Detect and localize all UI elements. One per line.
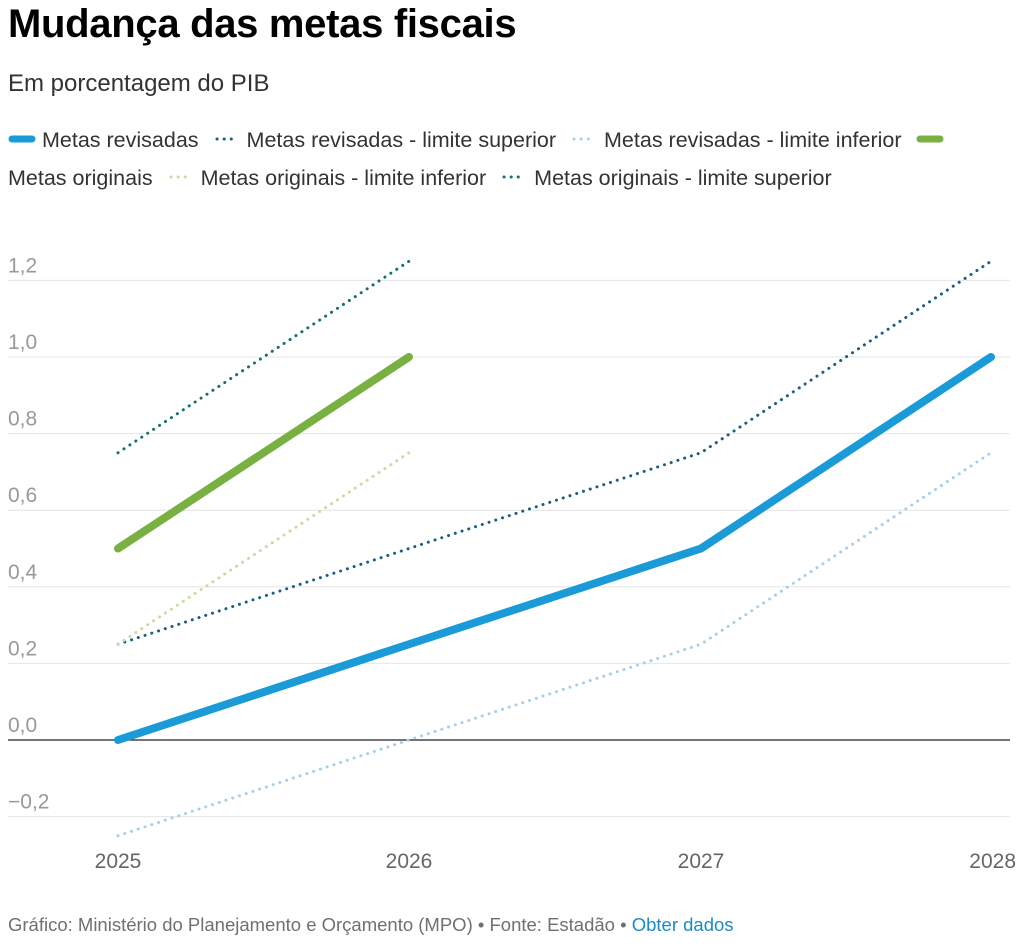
series-line [116, 259, 411, 455]
x-tick-label: 2026 [386, 850, 433, 873]
legend-swatch [500, 172, 528, 182]
legend-label: Metas revisadas - limite inferior [604, 128, 902, 152]
legend-swatch [167, 172, 195, 182]
footer-credit: Gráfico: Ministério do Planejamento e Or… [8, 914, 632, 935]
series-line [114, 353, 995, 744]
footer: Gráfico: Ministério do Planejamento e Or… [8, 914, 734, 936]
legend-item: Metas originais - limite inferior [167, 165, 487, 190]
y-tick-label: −0,2 [8, 791, 49, 814]
line-chart: −0,2 0,0 0,2 0,4 0,6 0,8 1,0 1,2 2025 2026 2027 202… [8, 254, 1016, 873]
series-line [116, 451, 411, 646]
legend-item: Metas originais - limite superior [500, 166, 832, 190]
legend-label: Metas revisadas [42, 128, 199, 152]
legend-swatch [570, 134, 598, 144]
legend-swatch [213, 134, 241, 144]
legend-swatch [8, 134, 36, 144]
y-tick-label: 0,4 [8, 561, 38, 584]
y-tick-label: 0,0 [8, 714, 37, 737]
legend: Metas revisadas Metas revisadas - limite … [8, 122, 1008, 197]
chart-title: Mudança das metas fiscais [8, 2, 517, 46]
legend-item: Metas originais [8, 128, 950, 190]
y-tick-label: 0,2 [8, 637, 37, 660]
legend-swatch [916, 134, 944, 144]
x-tick-label: 2028 [969, 850, 1016, 873]
y-tick-label: 0,6 [8, 484, 37, 507]
y-tick-label: 0,8 [8, 408, 37, 431]
series-line [116, 259, 993, 646]
legend-label: Metas originais [8, 165, 153, 190]
y-tick-label: 1,2 [8, 254, 37, 277]
legend-item: Metas revisadas [8, 128, 199, 152]
chart-subtitle: Em porcentagem do PIB [8, 70, 270, 97]
x-tick-label: 2025 [95, 850, 142, 873]
series-line [114, 353, 413, 553]
series-line [116, 451, 993, 838]
legend-item: Metas revisadas - limite inferior [570, 128, 902, 152]
y-tick-label: 1,0 [8, 331, 37, 354]
get-data-link[interactable]: Obter dados [631, 914, 734, 935]
x-tick-label: 2027 [678, 850, 725, 873]
legend-label: Metas originais - limite inferior [200, 165, 487, 190]
legend-label: Metas revisadas - limite superior [246, 128, 557, 152]
legend-label: Metas originais - limite superior [534, 165, 832, 190]
legend-item: Metas revisadas - limite superior [213, 128, 556, 152]
